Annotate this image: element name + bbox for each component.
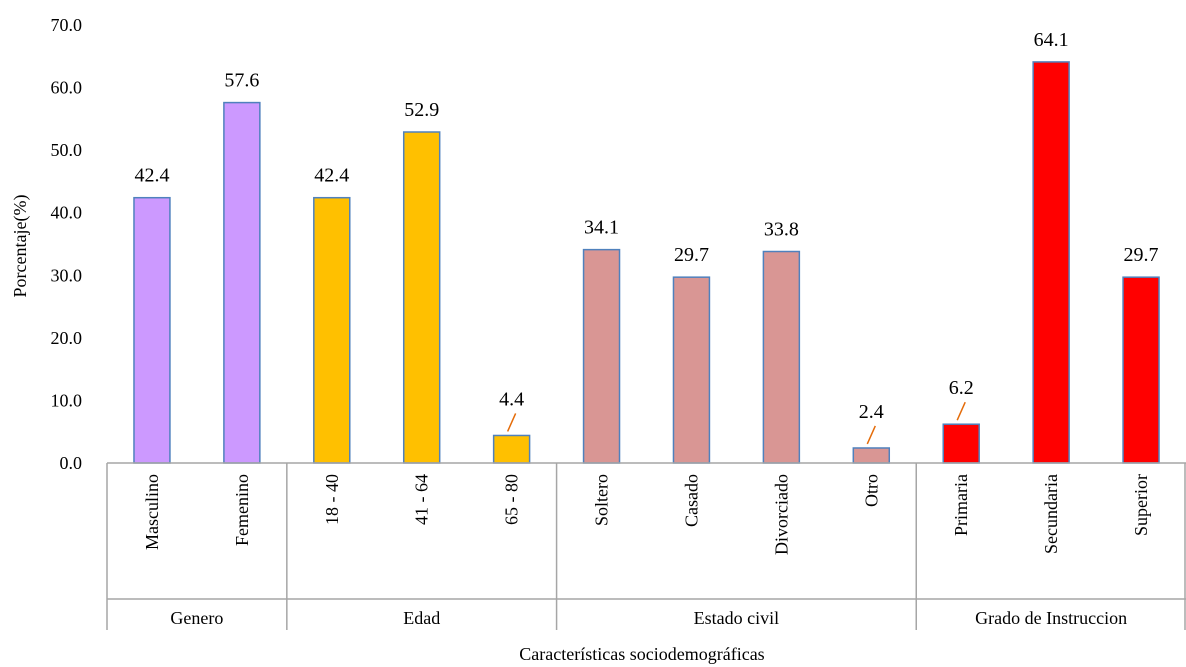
bar bbox=[492, 434, 531, 464]
y-tick-label: 60.0 bbox=[51, 78, 83, 98]
y-axis-title: Porcentaje(%) bbox=[10, 195, 31, 298]
y-tick-label: 40.0 bbox=[51, 203, 83, 223]
bar bbox=[1032, 61, 1070, 464]
category-label: Masculino bbox=[142, 474, 162, 550]
data-label: 34.1 bbox=[584, 217, 619, 239]
data-label: 4.4 bbox=[499, 388, 524, 410]
leader-line bbox=[956, 401, 966, 421]
bar bbox=[313, 196, 351, 464]
bar bbox=[133, 196, 171, 464]
x-axis-title: Características sociodemográficas bbox=[519, 644, 764, 664]
y-tick-label: 30.0 bbox=[51, 265, 83, 285]
data-label: 33.8 bbox=[764, 219, 799, 241]
category-label: 65 - 80 bbox=[502, 474, 522, 525]
bar bbox=[402, 131, 441, 464]
bar bbox=[762, 250, 801, 464]
category-label: Superior bbox=[1131, 474, 1151, 536]
y-tick-label: 10.0 bbox=[51, 390, 83, 410]
bar bbox=[223, 101, 261, 464]
leader-line bbox=[506, 413, 517, 432]
bar bbox=[852, 447, 891, 464]
category-label: Casado bbox=[681, 474, 701, 527]
data-label: 42.4 bbox=[314, 165, 349, 187]
category-label: Divorciado bbox=[771, 474, 791, 555]
data-label: 6.2 bbox=[949, 377, 974, 399]
bar bbox=[672, 276, 711, 464]
data-label: 29.7 bbox=[674, 244, 709, 266]
category-label: Secundaria bbox=[1041, 474, 1061, 554]
group-label: Genero bbox=[170, 608, 223, 628]
y-tick-label: 70.0 bbox=[51, 15, 83, 35]
bars-layer: 42.4 57.6 42.4 52.9 4.4 34.1 29.7 33.8 2.4 6.2 64.… bbox=[133, 29, 1160, 464]
category-label: Primaria bbox=[951, 474, 971, 536]
data-label: 2.4 bbox=[859, 401, 884, 423]
data-label: 29.7 bbox=[1124, 244, 1159, 266]
leader-line bbox=[866, 425, 876, 445]
y-tick-label: 0.0 bbox=[60, 453, 83, 473]
category-label: Soltero bbox=[592, 474, 612, 526]
group-label: Grado de Instruccion bbox=[975, 608, 1127, 628]
data-label: 57.6 bbox=[224, 70, 259, 92]
data-label: 52.9 bbox=[404, 99, 439, 121]
y-tick-label: 20.0 bbox=[51, 328, 83, 348]
category-label: 18 - 40 bbox=[322, 474, 342, 525]
group-label: Edad bbox=[403, 608, 440, 628]
y-tick-label: 50.0 bbox=[51, 140, 83, 160]
category-label: 41 - 64 bbox=[412, 474, 432, 525]
data-label: 64.1 bbox=[1034, 29, 1069, 51]
bar bbox=[942, 423, 980, 464]
category-label: Femenino bbox=[232, 474, 252, 546]
y-axis: 0.0 10.0 20.0 30.0 40.0 50.0 60.0 70.0 bbox=[51, 15, 83, 473]
category-label: Otro bbox=[861, 474, 881, 507]
data-label: 42.4 bbox=[134, 165, 169, 187]
x-axis: Masculino Femenino Genero 18 - 40 41 - 64 65 … bbox=[106, 462, 1186, 630]
group-label: Estado civil bbox=[694, 608, 779, 628]
bar bbox=[582, 248, 621, 464]
bar bbox=[1122, 276, 1160, 464]
